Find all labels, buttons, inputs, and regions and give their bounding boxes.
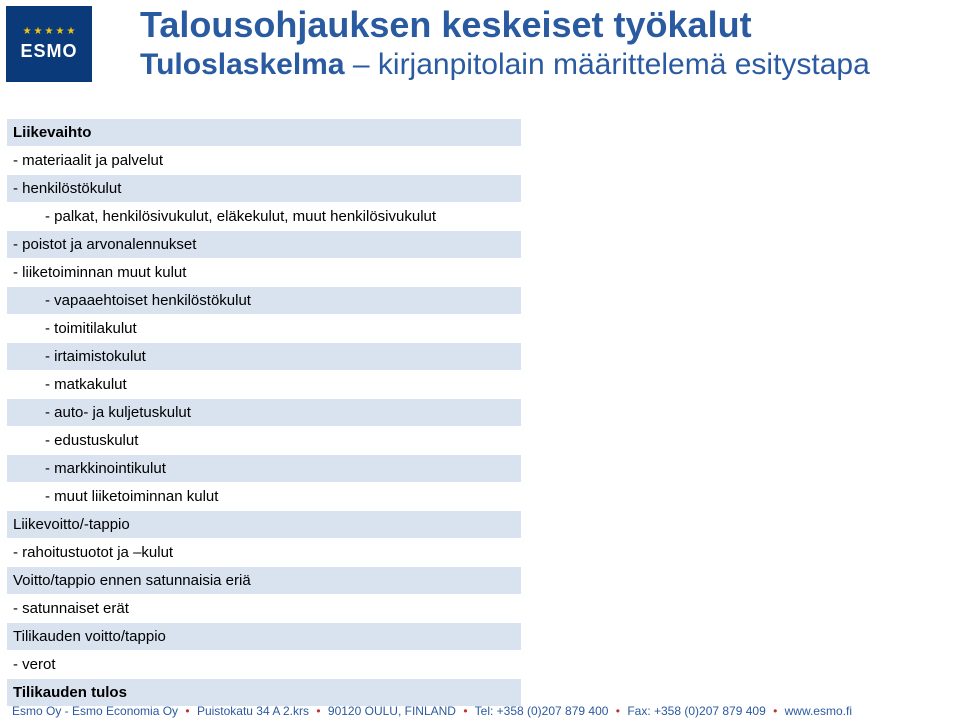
footer-company: Esmo Oy - Esmo Economia Oy bbox=[12, 704, 178, 718]
footer-address1: Puistokatu 34 A 2.krs bbox=[197, 704, 309, 718]
table-row: - muut liiketoiminnan kulut bbox=[7, 483, 522, 511]
footer-sep-icon: • bbox=[773, 704, 777, 718]
table-row: - palkat, henkilösivukulut, eläkekulut, … bbox=[7, 203, 522, 231]
footer-sep-icon: • bbox=[185, 704, 189, 718]
slide-subtitle: Tuloslaskelma – kirjanpitolain määrittel… bbox=[140, 48, 950, 82]
table-row: - rahoitustuotot ja –kulut bbox=[7, 539, 522, 567]
table-cell: - henkilöstökulut bbox=[7, 175, 522, 203]
table-row: - matkakulut bbox=[7, 371, 522, 399]
table-row: Liikevoitto/-tappio bbox=[7, 511, 522, 539]
footer-url: www.esmo.fi bbox=[785, 704, 852, 718]
table-row: - materiaalit ja palvelut bbox=[7, 147, 522, 175]
table-cell: Liikevoitto/-tappio bbox=[7, 511, 522, 539]
footer-sep-icon: • bbox=[463, 704, 467, 718]
table-row: Liikevaihto bbox=[7, 119, 522, 147]
table-cell: - irtaimistokulut bbox=[7, 343, 522, 371]
table-row: - markkinointikulut bbox=[7, 455, 522, 483]
table-row: - irtaimistokulut bbox=[7, 343, 522, 371]
table-row: - verot bbox=[7, 651, 522, 679]
table-cell: - materiaalit ja palvelut bbox=[7, 147, 522, 175]
subtitle-bold: Tuloslaskelma bbox=[140, 48, 345, 81]
table-row: - poistot ja arvonalennukset bbox=[7, 231, 522, 259]
table-cell: Voitto/tappio ennen satunnaisia eriä bbox=[7, 567, 522, 595]
footer-fax: Fax: +358 (0)207 879 409 bbox=[627, 704, 765, 718]
table-row: - satunnaiset erät bbox=[7, 595, 522, 623]
table-cell: Tilikauden voitto/tappio bbox=[7, 623, 522, 651]
table-cell: - rahoitustuotot ja –kulut bbox=[7, 539, 522, 567]
table-cell: - muut liiketoiminnan kulut bbox=[7, 483, 522, 511]
table-row: Tilikauden voitto/tappio bbox=[7, 623, 522, 651]
table-cell: - toimitilakulut bbox=[7, 315, 522, 343]
table-row: - liiketoiminnan muut kulut bbox=[7, 259, 522, 287]
brand-logo: ★★★★★ ESMO bbox=[6, 6, 92, 82]
table-row: Voitto/tappio ennen satunnaisia eriä bbox=[7, 567, 522, 595]
table-cell: - verot bbox=[7, 651, 522, 679]
slide-title: Talousohjauksen keskeiset työkalut bbox=[140, 4, 950, 46]
subtitle-rest: – kirjanpitolain määrittelemä esitystapa bbox=[345, 48, 870, 81]
table-row: - henkilöstökulut bbox=[7, 175, 522, 203]
logo-text: ESMO bbox=[20, 41, 77, 62]
table-cell: - matkakulut bbox=[7, 371, 522, 399]
table-cell: - vapaaehtoiset henkilöstökulut bbox=[7, 287, 522, 315]
table-row: - auto- ja kuljetuskulut bbox=[7, 399, 522, 427]
income-statement-table: Liikevaihto- materiaalit ja palvelut- he… bbox=[6, 118, 522, 707]
table-row: Tilikauden tulos bbox=[7, 679, 522, 707]
table-cell: - poistot ja arvonalennukset bbox=[7, 231, 522, 259]
footer: Esmo Oy - Esmo Economia Oy • Puistokatu … bbox=[12, 704, 852, 718]
table-cell: - edustuskulut bbox=[7, 427, 522, 455]
table-cell: - markkinointikulut bbox=[7, 455, 522, 483]
table-cell: Liikevaihto bbox=[7, 119, 522, 147]
table-cell: - satunnaiset erät bbox=[7, 595, 522, 623]
footer-address2: 90120 OULU, FINLAND bbox=[328, 704, 456, 718]
table-cell: - liiketoiminnan muut kulut bbox=[7, 259, 522, 287]
footer-sep-icon: • bbox=[316, 704, 320, 718]
footer-sep-icon: • bbox=[616, 704, 620, 718]
table-row: - toimitilakulut bbox=[7, 315, 522, 343]
footer-tel: Tel: +358 (0)207 879 400 bbox=[475, 704, 609, 718]
table-row: - edustuskulut bbox=[7, 427, 522, 455]
table-cell: Tilikauden tulos bbox=[7, 679, 522, 707]
table-cell: - palkat, henkilösivukulut, eläkekulut, … bbox=[7, 203, 522, 231]
table-row: - vapaaehtoiset henkilöstökulut bbox=[7, 287, 522, 315]
table-cell: - auto- ja kuljetuskulut bbox=[7, 399, 522, 427]
logo-stars: ★★★★★ bbox=[23, 27, 76, 37]
